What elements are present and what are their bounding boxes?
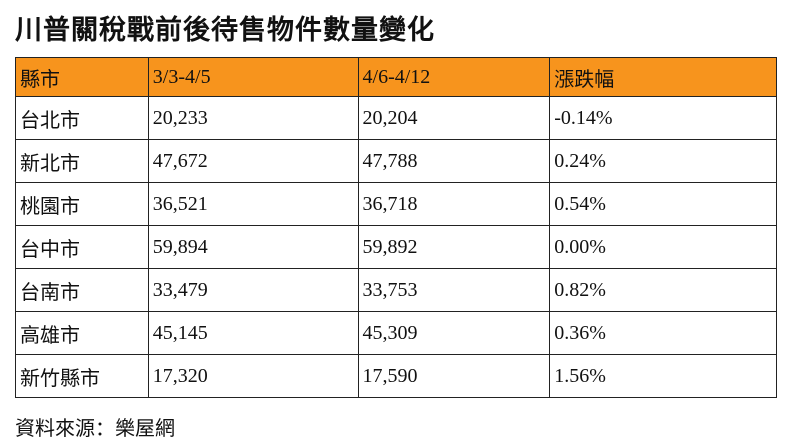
table-row: 桃園市 36,521 36,718 0.54% [15,182,777,226]
table-row: 新竹縣市 17,320 17,590 1.56% [15,354,777,398]
header-row: 縣市 3/3-4/5 4/6-4/12 漲跌幅 [15,57,777,97]
source-note: 資料來源：樂屋網 [15,416,175,440]
table-cell: 0.00% [549,225,777,269]
table-cell: 新竹縣市 [15,354,149,398]
table-cell: 17,320 [147,354,359,398]
table-cell: 台北市 [15,96,149,140]
column-header: 漲跌幅 [549,57,777,97]
table-cell: 桃園市 [15,182,149,226]
title: 川普關稅戰前後待售物件數量變化 [15,15,435,45]
table-body: 台北市 20,233 20,204 -0.14% 新北市 47,672 47,788 0.24… [15,96,777,398]
column-header: 3/3-4/5 [147,57,359,97]
table-cell: 47,788 [357,139,551,183]
table-cell: 台南市 [15,268,149,312]
table-cell: 45,145 [147,311,359,355]
column-header: 4/6-4/12 [357,57,551,97]
table-cell: 0.82% [549,268,777,312]
table-row: 台中市 59,894 59,892 0.00% [15,225,777,269]
table-cell: 高雄市 [15,311,149,355]
table-row: 新北市 47,672 47,788 0.24% [15,139,777,183]
table-cell: 20,233 [147,96,359,140]
table: 縣市 3/3-4/5 4/6-4/12 漲跌幅 台北市 20,233 20,204 -0.1… [15,57,777,398]
table-cell: 1.56% [549,354,777,398]
table-cell: 20,204 [357,96,551,140]
table-cell: 59,894 [147,225,359,269]
table-cell: 台中市 [15,225,149,269]
table-row: 台南市 33,479 33,753 0.82% [15,268,777,312]
table-cell: 45,309 [357,311,551,355]
table-cell: 17,590 [357,354,551,398]
table-cell: 0.36% [549,311,777,355]
column-header: 縣市 [15,57,149,97]
table-cell: 36,718 [357,182,551,226]
table-cell: 新北市 [15,139,149,183]
table-cell: 0.54% [549,182,777,226]
table-row: 台北市 20,233 20,204 -0.14% [15,96,777,140]
table-cell: 0.24% [549,139,777,183]
table-cell: 47,672 [147,139,359,183]
table-cell: 36,521 [147,182,359,226]
table-cell: -0.14% [549,96,777,140]
table-cell: 59,892 [357,225,551,269]
table-cell: 33,753 [357,268,551,312]
table-row: 高雄市 45,145 45,309 0.36% [15,311,777,355]
table-cell: 33,479 [147,268,359,312]
